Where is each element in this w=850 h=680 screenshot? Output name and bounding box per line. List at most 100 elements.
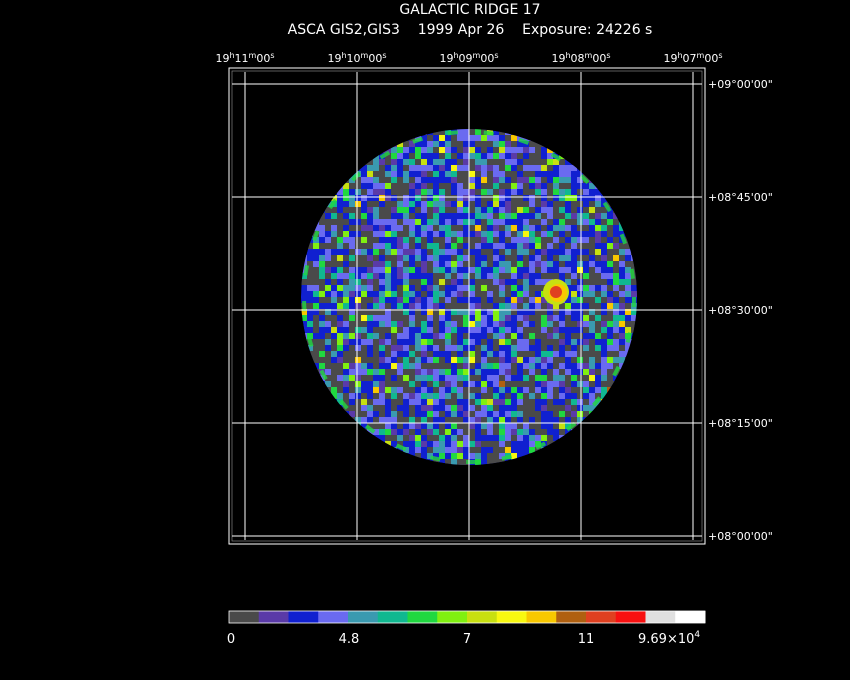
intensity-pixel — [349, 357, 355, 363]
intensity-pixel — [541, 207, 547, 213]
intensity-pixel — [343, 309, 349, 315]
intensity-pixel — [379, 243, 385, 249]
intensity-pixel — [535, 231, 541, 237]
intensity-pixel — [403, 249, 409, 255]
intensity-pixel — [439, 195, 445, 201]
intensity-pixel — [373, 339, 379, 345]
intensity-pixel — [571, 429, 577, 435]
intensity-pixel — [463, 279, 469, 285]
intensity-pixel — [583, 213, 589, 219]
intensity-pixel — [493, 291, 499, 297]
intensity-pixel — [301, 279, 307, 285]
intensity-pixel — [367, 423, 373, 429]
intensity-pixel — [571, 297, 577, 303]
intensity-pixel — [523, 231, 529, 237]
intensity-pixel — [535, 147, 541, 153]
intensity-pixel — [595, 279, 601, 285]
intensity-pixel — [385, 303, 391, 309]
intensity-pixel — [319, 261, 325, 267]
intensity-pixel — [553, 159, 559, 165]
intensity-pixel — [457, 231, 463, 237]
intensity-pixel — [589, 201, 595, 207]
intensity-pixel — [619, 369, 625, 375]
intensity-pixel — [499, 327, 505, 333]
intensity-pixel — [529, 231, 535, 237]
intensity-pixel — [409, 249, 415, 255]
intensity-pixel — [541, 321, 547, 327]
intensity-pixel — [409, 237, 415, 243]
intensity-pixel — [487, 387, 493, 393]
intensity-pixel — [439, 279, 445, 285]
intensity-pixel — [433, 261, 439, 267]
intensity-pixel — [601, 297, 607, 303]
intensity-pixel — [505, 159, 511, 165]
intensity-pixel — [349, 207, 355, 213]
intensity-pixel — [559, 405, 565, 411]
intensity-pixel — [361, 393, 367, 399]
intensity-pixel — [439, 249, 445, 255]
intensity-pixel — [331, 321, 337, 327]
intensity-pixel — [625, 273, 631, 279]
intensity-pixel — [421, 405, 427, 411]
intensity-pixel — [481, 195, 487, 201]
intensity-pixel — [505, 309, 511, 315]
intensity-pixel — [469, 129, 475, 135]
intensity-pixel — [589, 375, 595, 381]
intensity-pixel — [427, 213, 433, 219]
intensity-pixel — [373, 357, 379, 363]
intensity-pixel — [385, 159, 391, 165]
intensity-pixel — [493, 375, 499, 381]
intensity-pixel — [499, 129, 505, 135]
intensity-pixel — [583, 285, 589, 291]
intensity-pixel — [325, 249, 331, 255]
intensity-pixel — [463, 393, 469, 399]
intensity-pixel — [433, 429, 439, 435]
intensity-pixel — [349, 405, 355, 411]
intensity-pixel — [565, 183, 571, 189]
intensity-pixel — [355, 411, 361, 417]
intensity-pixel — [451, 273, 457, 279]
intensity-pixel — [319, 321, 325, 327]
intensity-pixel — [313, 225, 319, 231]
intensity-pixel — [397, 207, 403, 213]
intensity-pixel — [469, 405, 475, 411]
intensity-pixel — [451, 243, 457, 249]
intensity-pixel — [601, 207, 607, 213]
intensity-pixel — [391, 153, 397, 159]
intensity-pixel — [475, 129, 481, 135]
intensity-pixel — [445, 261, 451, 267]
intensity-pixel — [547, 369, 553, 375]
intensity-pixel — [625, 243, 631, 249]
image-frame — [228, 67, 706, 545]
intensity-pixel — [571, 291, 577, 297]
intensity-pixel — [499, 429, 505, 435]
intensity-pixel — [547, 339, 553, 345]
intensity-pixel — [331, 345, 337, 351]
intensity-pixel — [433, 195, 439, 201]
intensity-pixel — [475, 357, 481, 363]
intensity-pixel — [541, 447, 547, 453]
intensity-pixel — [385, 201, 391, 207]
intensity-pixel — [331, 363, 337, 369]
intensity-pixel — [457, 165, 463, 171]
intensity-pixel — [373, 387, 379, 393]
intensity-pixel — [487, 327, 493, 333]
intensity-pixel — [391, 183, 397, 189]
intensity-pixel — [601, 393, 607, 399]
intensity-pixel — [523, 147, 529, 153]
intensity-pixel — [559, 195, 565, 201]
intensity-pixel — [487, 363, 493, 369]
intensity-pixel — [547, 441, 553, 447]
intensity-pixel — [355, 423, 361, 429]
intensity-pixel — [553, 225, 559, 231]
intensity-pixel — [511, 159, 517, 165]
intensity-pixel — [505, 441, 511, 447]
intensity-pixel — [451, 207, 457, 213]
intensity-pixel — [529, 411, 535, 417]
intensity-pixel — [535, 315, 541, 321]
intensity-pixel — [445, 339, 451, 345]
intensity-pixel — [505, 261, 511, 267]
intensity-pixel — [385, 309, 391, 315]
intensity-pixel — [313, 243, 319, 249]
intensity-pixel — [379, 315, 385, 321]
